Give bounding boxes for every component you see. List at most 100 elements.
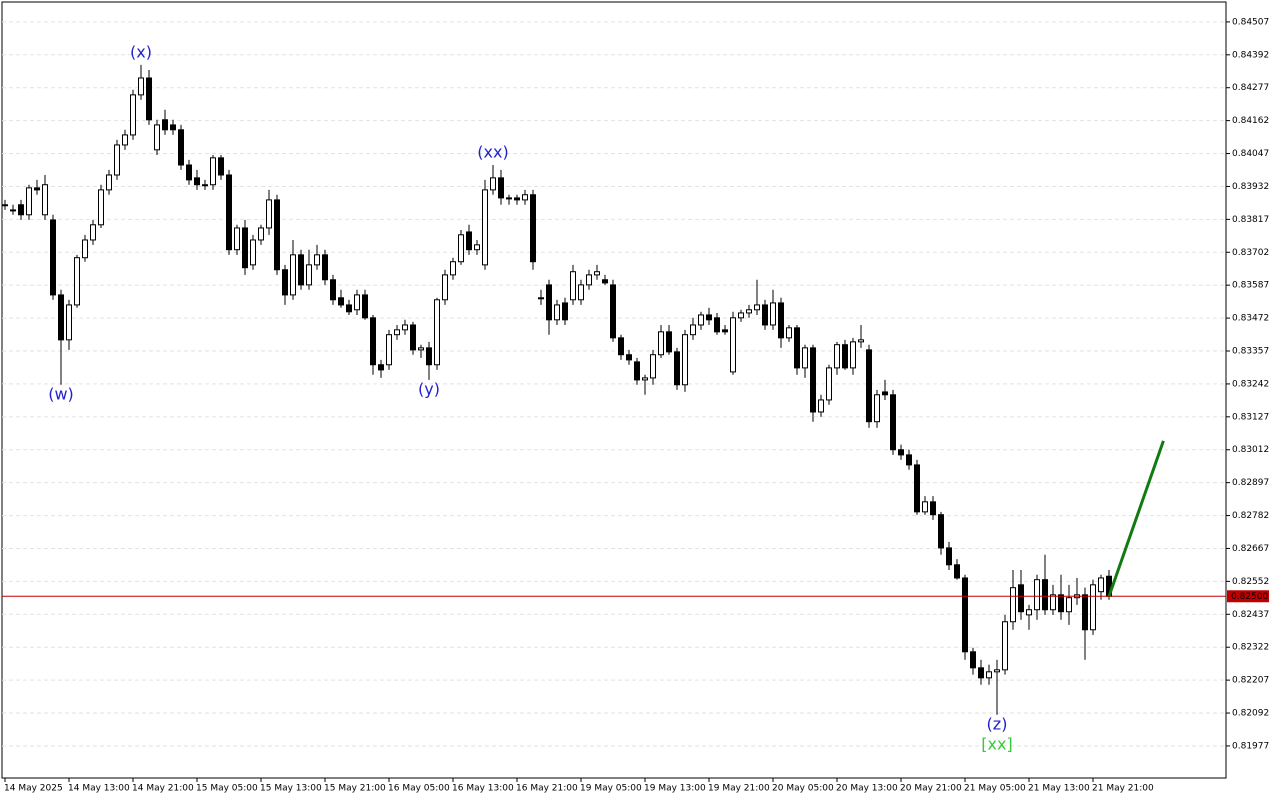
candle-body [162, 119, 168, 131]
candle-body [258, 227, 264, 241]
candle-body [1090, 584, 1096, 631]
candle-body [970, 651, 976, 669]
candle-body [626, 354, 632, 361]
candle-body [314, 254, 320, 266]
candle-body [122, 134, 128, 146]
candle-body [106, 174, 112, 191]
x-tick-label: 14 May 21:00 [132, 784, 194, 794]
x-tick-label: 19 May 13:00 [644, 784, 706, 794]
y-tick-label: 0.84047 [1232, 149, 1269, 159]
candle-body [1002, 621, 1008, 671]
candle-body [962, 577, 968, 653]
candle-body [618, 337, 624, 356]
candle-body [298, 254, 304, 286]
candle-body [482, 189, 488, 266]
candle-body [666, 331, 672, 353]
candle-body [26, 187, 32, 216]
y-tick-label: 0.83242 [1232, 379, 1269, 389]
candle-body [146, 77, 152, 121]
candle-body [978, 667, 984, 679]
candle-body [682, 334, 688, 386]
candle-body [506, 197, 512, 200]
candle-body [410, 324, 416, 351]
y-tick-label: 0.83587 [1232, 281, 1269, 291]
candle-body [578, 284, 584, 301]
candle-body [378, 364, 384, 371]
candle-body [210, 157, 216, 186]
candle-body [234, 227, 240, 251]
candle-body [778, 302, 784, 339]
x-tick-label: 20 May 21:00 [900, 784, 962, 794]
price-tag [1227, 590, 1269, 603]
candle-body [1066, 597, 1072, 613]
candle-body [570, 271, 576, 301]
candle-body [242, 227, 248, 269]
candle-body [282, 269, 288, 296]
x-tick-label: 16 May 21:00 [516, 784, 578, 794]
y-tick-label: 0.82092 [1232, 709, 1269, 719]
candle-body [1058, 594, 1064, 613]
candle-body [442, 274, 448, 301]
x-tick-label: 14 May 2025 [4, 784, 63, 794]
candle-body [674, 351, 680, 386]
candle-body [346, 304, 352, 313]
x-tick-label: 15 May 21:00 [324, 784, 386, 794]
candle-body [466, 231, 472, 251]
candle-body [786, 327, 792, 339]
candle-body [954, 564, 960, 579]
candle-body [714, 317, 720, 333]
candle-body [98, 189, 104, 226]
candle-body [50, 219, 56, 296]
y-tick-label: 0.82782 [1232, 511, 1269, 521]
candle-body [10, 209, 16, 212]
candle-body [2, 204, 8, 207]
candle-body [522, 194, 528, 201]
candle-body [354, 294, 360, 311]
candle-body [498, 177, 504, 199]
y-tick-label: 0.82897 [1232, 478, 1269, 488]
y-tick-label: 0.83817 [1232, 215, 1269, 225]
candle-body [1010, 587, 1016, 623]
candle-body [706, 314, 712, 321]
candle-body [866, 349, 872, 423]
candle-body [114, 144, 120, 176]
candle-body [650, 354, 656, 379]
candle-body [274, 199, 280, 271]
candle-body [34, 187, 40, 191]
candle-body [138, 77, 144, 96]
candle-body [458, 234, 464, 263]
candle-body [386, 334, 392, 366]
candle-body [154, 124, 160, 151]
candle-body [402, 324, 408, 331]
candle-body [82, 239, 88, 259]
candle-body [762, 304, 768, 326]
x-tick-label: 19 May 21:00 [708, 784, 770, 794]
candle-body [90, 224, 96, 241]
projection-line [1107, 440, 1165, 597]
candle-body [898, 449, 904, 456]
candle-body [810, 347, 816, 413]
candle-body [890, 394, 896, 451]
candle-body [770, 302, 776, 326]
candle-body [418, 347, 424, 351]
candle-body [370, 317, 376, 366]
candle-body [306, 264, 312, 286]
candle-body [994, 669, 1000, 673]
candle-body [730, 317, 736, 373]
candle-body [1050, 594, 1056, 611]
candle-body [850, 341, 856, 369]
candle-body [818, 399, 824, 413]
x-tick-label: 16 May 05:00 [388, 784, 450, 794]
wave-label: (xx) [477, 142, 508, 161]
candle-body [530, 194, 536, 263]
candle-body [266, 199, 272, 229]
y-tick-label: 0.84277 [1232, 83, 1269, 93]
candle-body [690, 324, 696, 336]
wave-label: [xx] [981, 734, 1012, 753]
y-tick-label: 0.82667 [1232, 544, 1269, 554]
candle-body [842, 344, 848, 369]
candle-body [58, 294, 64, 341]
x-tick-label: 14 May 13:00 [68, 784, 130, 794]
y-tick-label: 0.82322 [1232, 643, 1269, 653]
x-tick-label: 21 May 05:00 [964, 784, 1026, 794]
